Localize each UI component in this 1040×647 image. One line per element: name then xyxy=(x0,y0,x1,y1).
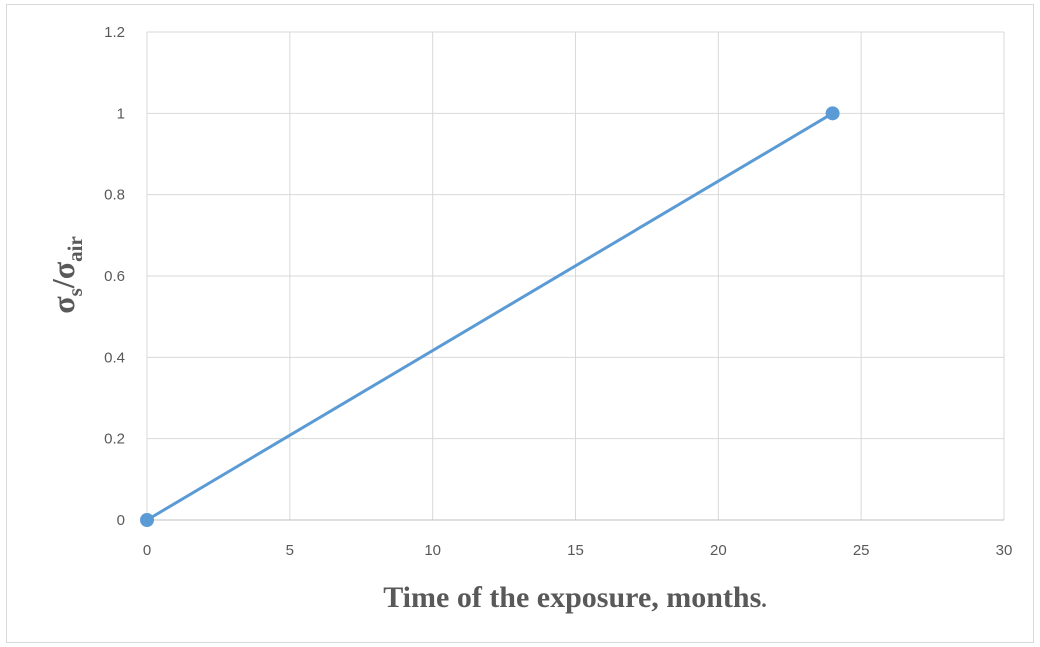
x-axis-title: Time of the exposure, months. xyxy=(383,581,767,614)
x-tick-labels: 0 5 10 15 20 25 30 xyxy=(143,542,1013,559)
data-point xyxy=(140,513,154,527)
y-axis-title: σs/σair xyxy=(45,236,87,314)
y-tick-label: 0 xyxy=(117,512,125,529)
series-line xyxy=(146,112,834,522)
y-tick-label: 0.8 xyxy=(104,187,125,204)
x-tick-label: 5 xyxy=(286,542,294,559)
y-tick-label: 0.6 xyxy=(104,268,125,285)
data-point xyxy=(825,106,840,121)
data-series xyxy=(140,106,840,527)
x-tick-label: 20 xyxy=(710,542,727,559)
chart-frame xyxy=(6,4,1034,643)
x-tick-label: 25 xyxy=(853,542,870,559)
x-tick-label: 30 xyxy=(996,542,1013,559)
y-tick-label: 0.4 xyxy=(104,349,125,366)
x-tick-label: 15 xyxy=(567,542,584,559)
y-tick-label: 0.2 xyxy=(104,431,125,448)
gridlines xyxy=(146,31,1005,520)
y-tick-label: 1 xyxy=(117,105,125,122)
x-tick-label: 0 xyxy=(143,542,151,559)
x-tick-label: 10 xyxy=(424,542,441,559)
y-tick-label: 1.2 xyxy=(104,24,125,41)
y-tick-labels: 0 0.2 0.4 0.6 0.8 1 1.2 xyxy=(104,24,125,529)
